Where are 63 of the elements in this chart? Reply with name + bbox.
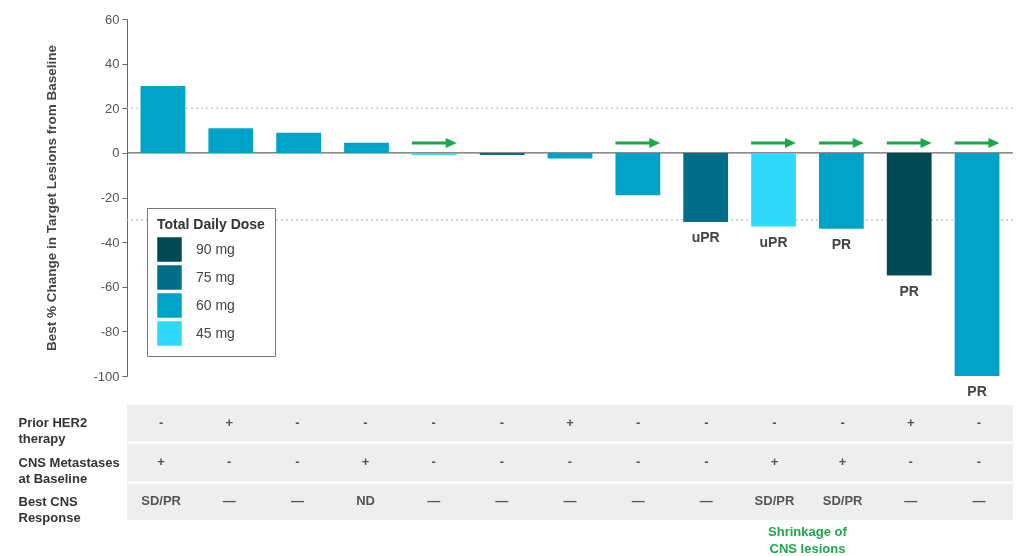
text: — (427, 493, 441, 509)
y-axis-title: Best % Change in Target Lesions from Baseline (44, 44, 60, 351)
legend-label: 45 mg (196, 324, 235, 341)
y-tick-label: -100 (93, 368, 120, 384)
text: - (976, 414, 982, 430)
text: - (431, 414, 436, 430)
y-tick-label: 40 (105, 56, 120, 72)
text: + (770, 454, 779, 469)
text: + (566, 414, 574, 430)
text: - (499, 414, 505, 430)
text: - (295, 414, 300, 430)
text: - (704, 454, 709, 469)
legend-label: 90 mg (196, 240, 235, 257)
text: — (222, 493, 236, 509)
text: - (840, 414, 845, 430)
text: — (290, 493, 304, 509)
text: — (563, 493, 577, 509)
text: - (976, 454, 982, 469)
text: - (704, 414, 709, 430)
text: SD/PR (141, 493, 181, 509)
legend-title: Total Daily Dose (157, 216, 266, 232)
data-label: PR (967, 383, 987, 399)
category-label: Prior HER2 therapy (18, 415, 88, 447)
text: SD/PR (822, 493, 863, 509)
text: — (699, 493, 713, 509)
text: + (906, 414, 915, 430)
category-label: CNS Metastases at Baseline (18, 454, 120, 486)
text: + (157, 454, 165, 469)
y-tick-label: -20 (100, 190, 120, 205)
text: - (431, 454, 436, 469)
text: - (363, 414, 368, 430)
text: - (772, 414, 777, 430)
data-label: PR (899, 282, 919, 299)
text: - (908, 454, 913, 469)
text: - (158, 414, 164, 430)
y-tick-label: 0 (112, 145, 120, 161)
text: — (631, 493, 645, 509)
data-label: PR (831, 235, 852, 252)
text: — (972, 493, 986, 509)
y-tick-label: -80 (100, 323, 120, 339)
legend-label: 60 mg (196, 296, 235, 313)
text: Shrinkage of CNS lesions (768, 524, 848, 556)
text: ND (356, 493, 375, 509)
y-tick-label: 20 (105, 100, 120, 116)
y-tick-label: -40 (100, 234, 120, 250)
text: - (295, 454, 300, 469)
text: - (567, 454, 573, 469)
category-label: Best CNS Response (18, 493, 81, 525)
text: SD/PR (754, 493, 795, 509)
data-label: uPR (691, 229, 720, 246)
data-label: uPR (759, 233, 788, 250)
text: + (225, 414, 234, 430)
text: - (635, 454, 641, 469)
y-tick-label: -60 (100, 279, 120, 295)
text: - (635, 414, 641, 430)
legend-label: 75 mg (196, 268, 235, 285)
text: + (361, 454, 370, 469)
y-tick-label: 60 (105, 11, 120, 27)
text: — (495, 493, 509, 509)
text: + (838, 454, 847, 469)
text: — (904, 493, 918, 509)
text: - (499, 454, 505, 469)
text: - (227, 454, 232, 469)
